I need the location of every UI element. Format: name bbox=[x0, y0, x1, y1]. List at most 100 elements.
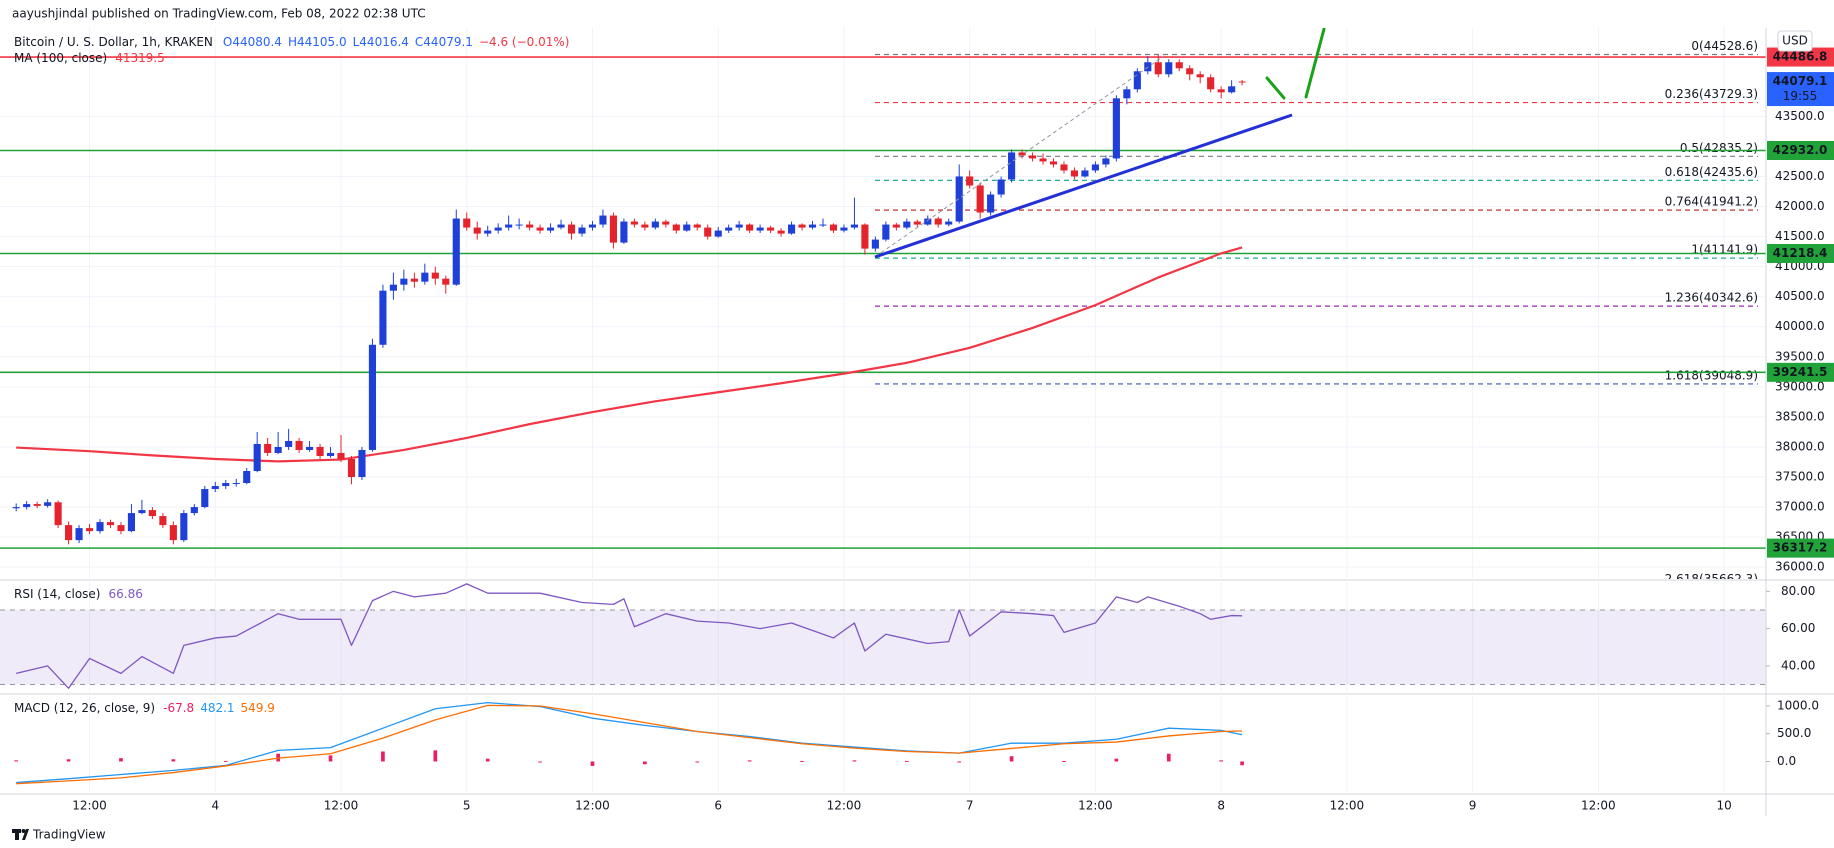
candle-body bbox=[169, 525, 177, 541]
x-tick-label: 12:00 bbox=[324, 799, 359, 813]
candle-body bbox=[1081, 170, 1089, 177]
last-price-badge bbox=[1767, 72, 1834, 107]
legend-ma: MA (100, close) 41319.5 bbox=[14, 51, 165, 65]
candle-body bbox=[1123, 89, 1131, 99]
candle-body bbox=[588, 224, 597, 228]
candle-body bbox=[379, 290, 387, 345]
candle-body bbox=[777, 230, 785, 234]
macd-histogram-bar bbox=[381, 751, 385, 762]
candle-body bbox=[127, 513, 136, 532]
candle-body bbox=[1091, 164, 1099, 171]
candle-body bbox=[903, 221, 911, 228]
candle-body bbox=[735, 224, 743, 228]
macd-histogram-bar bbox=[223, 760, 228, 762]
x-tick-label: 6 bbox=[714, 799, 722, 813]
symbol-title: Bitcoin / U. S. Dollar, 1h, KRAKEN bbox=[14, 35, 213, 49]
y-tick-label: 39500.0 bbox=[1775, 349, 1825, 363]
candle-body bbox=[190, 507, 198, 514]
currency-badge[interactable] bbox=[1777, 30, 1813, 52]
candle-body bbox=[1165, 62, 1173, 75]
macd-histogram-bar bbox=[328, 755, 333, 762]
fib-label: 0.764(41941.2) bbox=[1665, 195, 1758, 209]
candle-body bbox=[683, 224, 691, 231]
drawings bbox=[874, 28, 1326, 259]
candle-body bbox=[1028, 155, 1037, 159]
fib-trend bbox=[874, 55, 1165, 258]
candle-body bbox=[148, 510, 156, 517]
candle-body bbox=[106, 522, 115, 526]
candle-body bbox=[578, 227, 586, 234]
macd-name: MACD (12, 26, close, 9) bbox=[14, 701, 155, 715]
candle-body bbox=[767, 227, 775, 231]
candle-body bbox=[798, 224, 806, 228]
x-tick-label: 4 bbox=[211, 799, 219, 813]
candle-body bbox=[850, 224, 858, 228]
x-tick-label: 12:00 bbox=[1078, 799, 1113, 813]
candle-body bbox=[274, 446, 282, 453]
x-tick-label: 12:00 bbox=[827, 799, 862, 813]
x-tick-label: 10 bbox=[1716, 799, 1731, 813]
macd-tick-label: 500.0 bbox=[1777, 726, 1811, 740]
path-arrow bbox=[1265, 76, 1286, 100]
x-tick-label: 9 bbox=[1469, 799, 1477, 813]
candle-body bbox=[347, 458, 356, 478]
candle-body bbox=[295, 440, 303, 450]
candle-body bbox=[1196, 74, 1204, 78]
candle-body bbox=[473, 227, 481, 234]
y-tick-label: 40500.0 bbox=[1775, 289, 1825, 303]
grid bbox=[0, 28, 1766, 792]
candle-body bbox=[515, 224, 523, 226]
candle-body bbox=[704, 227, 712, 237]
candle-body bbox=[672, 224, 680, 231]
candle-body bbox=[1207, 77, 1215, 90]
candle-body bbox=[913, 221, 921, 225]
candle-body bbox=[421, 272, 429, 282]
candle-body bbox=[243, 471, 251, 484]
macd-signal-value: 549.9 bbox=[241, 701, 275, 715]
candle-body bbox=[955, 176, 963, 222]
candle-body bbox=[987, 194, 995, 213]
candle-body bbox=[222, 483, 230, 487]
ohlc-high: H44105.0 bbox=[288, 35, 347, 49]
ma-name: MA (100, close) bbox=[14, 51, 107, 65]
candle-body bbox=[662, 221, 670, 225]
trend-line bbox=[874, 113, 1293, 259]
candle-body bbox=[452, 218, 460, 285]
fib-label: 0.5(42835.2) bbox=[1680, 141, 1758, 155]
rsi-name: RSI (14, close) bbox=[14, 587, 100, 601]
candle-body bbox=[808, 224, 817, 228]
candle-body bbox=[1070, 170, 1079, 177]
y-tick-label: 38500.0 bbox=[1775, 409, 1825, 423]
y-tick-label: 43500.0 bbox=[1775, 109, 1825, 123]
rsi-band bbox=[0, 609, 1766, 685]
candle-body bbox=[1228, 86, 1236, 93]
candle-body bbox=[337, 452, 345, 459]
candle-body bbox=[557, 224, 565, 228]
candle-body bbox=[1217, 89, 1225, 93]
y-tick-label: 36000.0 bbox=[1775, 560, 1825, 574]
x-tick-label: 7 bbox=[966, 799, 974, 813]
y-tick-label: 40000.0 bbox=[1775, 319, 1825, 333]
x-tick-label: 12:00 bbox=[1581, 799, 1616, 813]
candle-body bbox=[159, 516, 167, 526]
candle-body bbox=[787, 224, 796, 234]
candle-body bbox=[966, 176, 974, 186]
candle-body bbox=[829, 224, 838, 231]
macd-histogram-bar bbox=[904, 760, 909, 762]
candle-body bbox=[505, 224, 513, 228]
candle-body bbox=[253, 443, 261, 472]
fib-label: 1.618(39048.9) bbox=[1665, 368, 1758, 382]
macd-histogram-bar bbox=[66, 759, 71, 762]
ohlc-low: L44016.4 bbox=[353, 35, 409, 49]
candle-body bbox=[85, 528, 94, 532]
price-badge-label: 44486.8 bbox=[1773, 50, 1828, 64]
fib-label: 0.236(43729.3) bbox=[1665, 87, 1758, 101]
macd-histogram-bar bbox=[1219, 760, 1223, 762]
candle-body bbox=[211, 486, 219, 490]
macd-tick-label: 1000.0 bbox=[1777, 698, 1819, 712]
price-badge-label: 36317.2 bbox=[1773, 541, 1828, 555]
candle-body bbox=[1008, 152, 1016, 180]
path-arrow bbox=[1304, 28, 1326, 99]
price-badge bbox=[1767, 47, 1834, 67]
candle-body bbox=[756, 227, 764, 231]
